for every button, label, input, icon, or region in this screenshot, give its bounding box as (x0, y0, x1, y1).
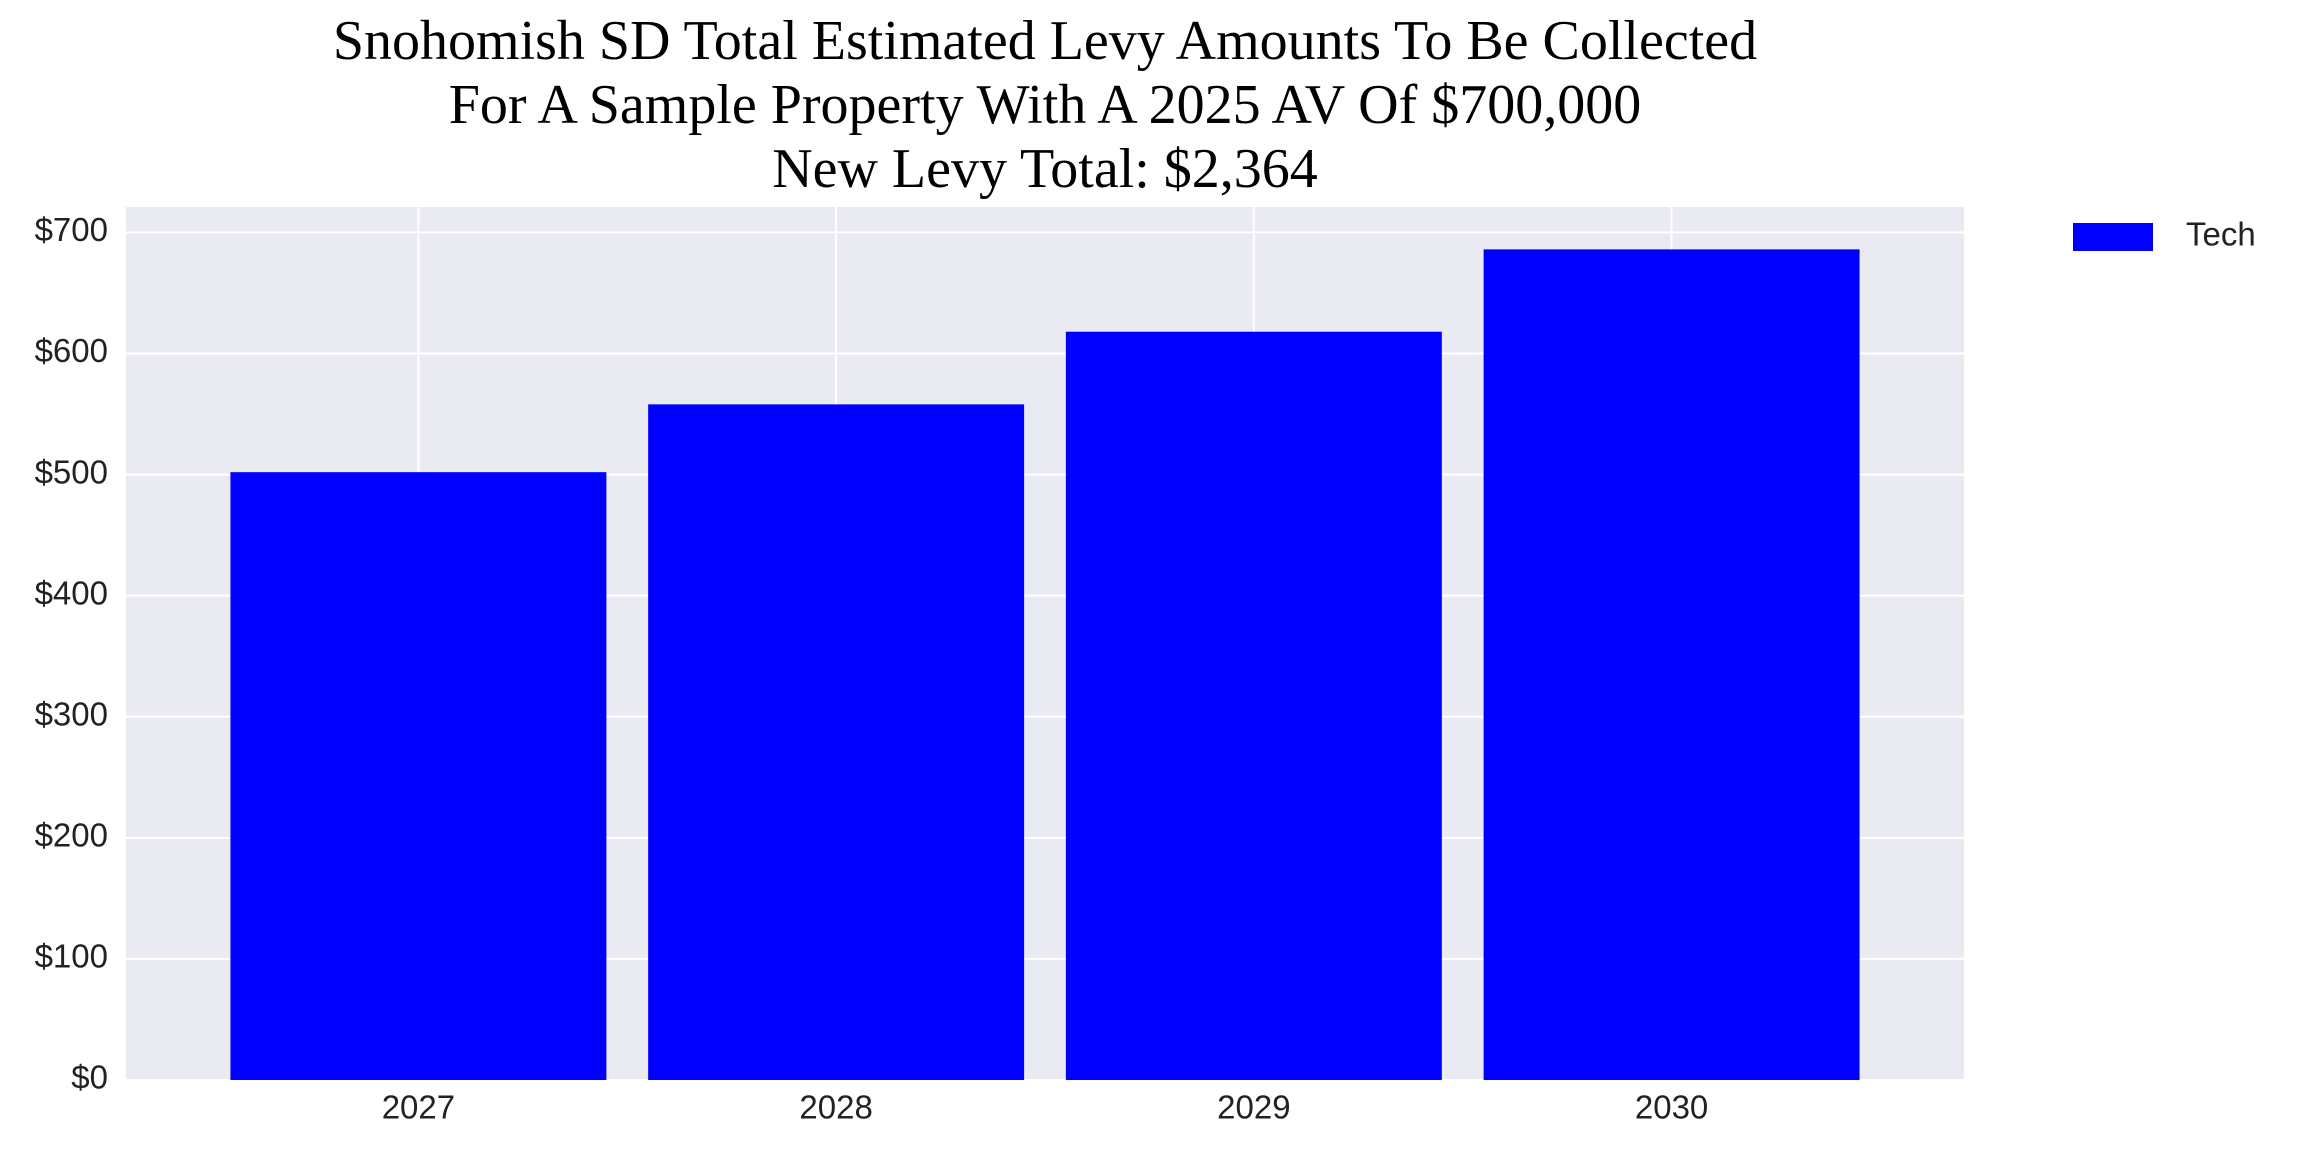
bar (230, 472, 607, 1081)
y-tick-label: $500 (35, 453, 108, 490)
bar (1483, 249, 1860, 1080)
y-tick-label: $700 (35, 211, 108, 248)
x-tick-label: 2029 (1217, 1089, 1290, 1126)
chart-title: For A Sample Property With A 2025 AV Of … (449, 74, 1642, 136)
bar (1065, 331, 1442, 1080)
chart-title: New Levy Total: $2,364 (772, 138, 1318, 200)
y-tick-label: $0 (71, 1059, 108, 1096)
bar (648, 404, 1025, 1080)
x-tick-label: 2030 (1635, 1089, 1708, 1126)
y-tick-label: $300 (35, 695, 108, 732)
legend-swatch (2073, 223, 2153, 251)
y-tick-label: $600 (35, 332, 108, 369)
y-tick-label: $100 (35, 938, 108, 975)
y-tick-label: $200 (35, 817, 108, 854)
y-tick-label: $400 (35, 574, 108, 611)
legend-label: Tech (2186, 216, 2256, 253)
x-tick-label: 2028 (799, 1089, 872, 1126)
x-tick-label: 2027 (382, 1089, 455, 1126)
chart-title: Snohomish SD Total Estimated Levy Amount… (333, 10, 1757, 72)
